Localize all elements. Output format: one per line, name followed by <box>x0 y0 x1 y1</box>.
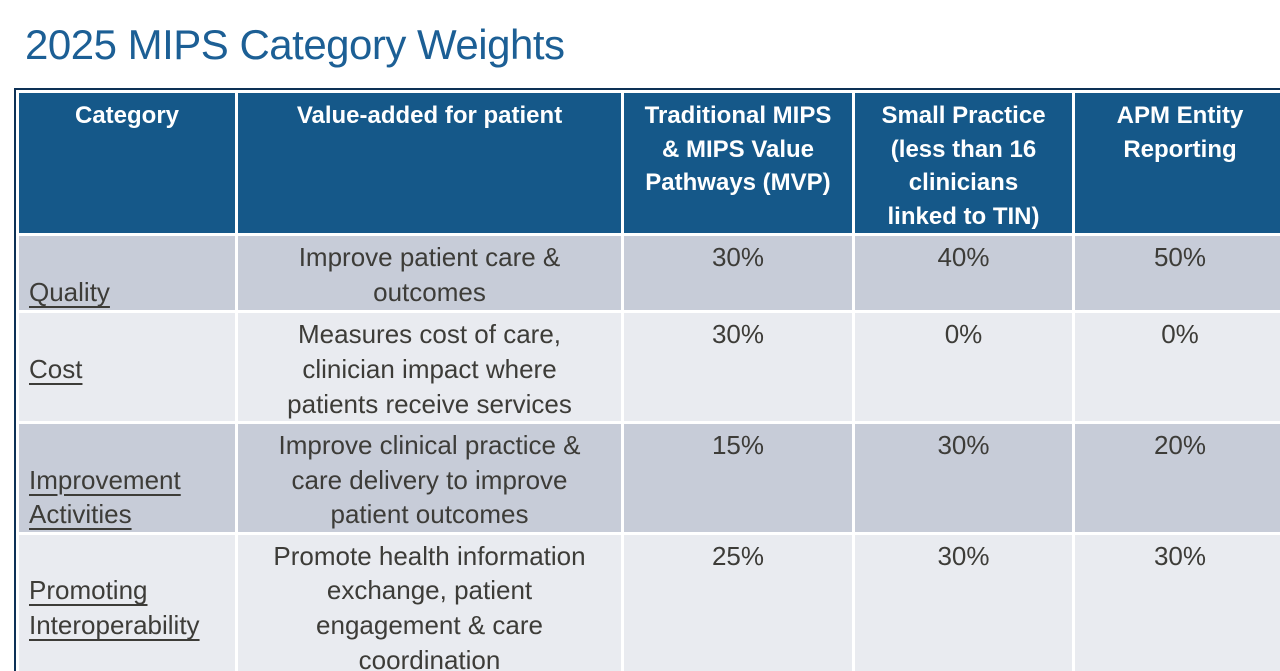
cell-promoting-value-added: Promote health information exchange, pat… <box>238 534 621 671</box>
cell-improvement-apm: 20% <box>1075 424 1280 532</box>
cell-improvement-small-practice: 30% <box>855 424 1072 532</box>
cell-improvement-category: Improvement Activities <box>19 424 235 532</box>
cell-promoting-small-practice: 30% <box>855 534 1072 671</box>
table-row-cost: Cost Measures cost of care, clinician im… <box>19 313 1280 422</box>
cell-promoting-category: Promoting Interoperability <box>19 534 235 671</box>
header-category: Category <box>19 93 235 234</box>
header-small-practice: Small Practice (less than 16 clinicians … <box>855 93 1072 234</box>
cell-quality-apm: 50% <box>1075 236 1280 311</box>
header-traditional-mips: Traditional MIPS & MIPS Value Pathways (… <box>624 93 852 234</box>
cell-improvement-traditional: 15% <box>624 424 852 532</box>
cell-promoting-traditional: 25% <box>624 534 852 671</box>
cell-quality-category: Quality <box>19 236 235 311</box>
cell-improvement-value-added: Improve clinical practice & care deliver… <box>238 424 621 532</box>
cell-cost-category: Cost <box>19 313 235 422</box>
mips-weights-table: Category Value-added for patient Traditi… <box>14 88 1280 671</box>
improvement-activities-link[interactable]: Improvement Activities <box>29 464 181 530</box>
quality-link[interactable]: Quality <box>29 276 110 307</box>
table-row-promoting-interoperability: Promoting Interoperability Promote healt… <box>19 534 1280 671</box>
cell-cost-traditional: 30% <box>624 313 852 422</box>
page-title: 2025 MIPS Category Weights <box>25 21 565 68</box>
cell-cost-apm: 0% <box>1075 313 1280 422</box>
header-value-added: Value-added for patient <box>238 93 621 234</box>
cell-quality-value-added: Improve patient care & outcomes <box>238 236 621 311</box>
header-row: Category Value-added for patient Traditi… <box>19 93 1280 234</box>
cell-quality-small-practice: 40% <box>855 236 1072 311</box>
promoting-interoperability-link[interactable]: Promoting Interoperability <box>29 575 200 640</box>
table-row-quality: Quality Improve patient care & outcomes … <box>19 236 1280 311</box>
cell-cost-value-added: Measures cost of care, clinician impact … <box>238 313 621 422</box>
cell-quality-traditional: 30% <box>624 236 852 311</box>
cost-link[interactable]: Cost <box>29 353 83 384</box>
header-apm-entity: APM Entity Reporting <box>1075 93 1280 234</box>
table-row-improvement-activities: Improvement Activities Improve clinical … <box>19 424 1280 532</box>
cell-promoting-apm: 30% <box>1075 534 1280 671</box>
cell-cost-small-practice: 0% <box>855 313 1072 422</box>
